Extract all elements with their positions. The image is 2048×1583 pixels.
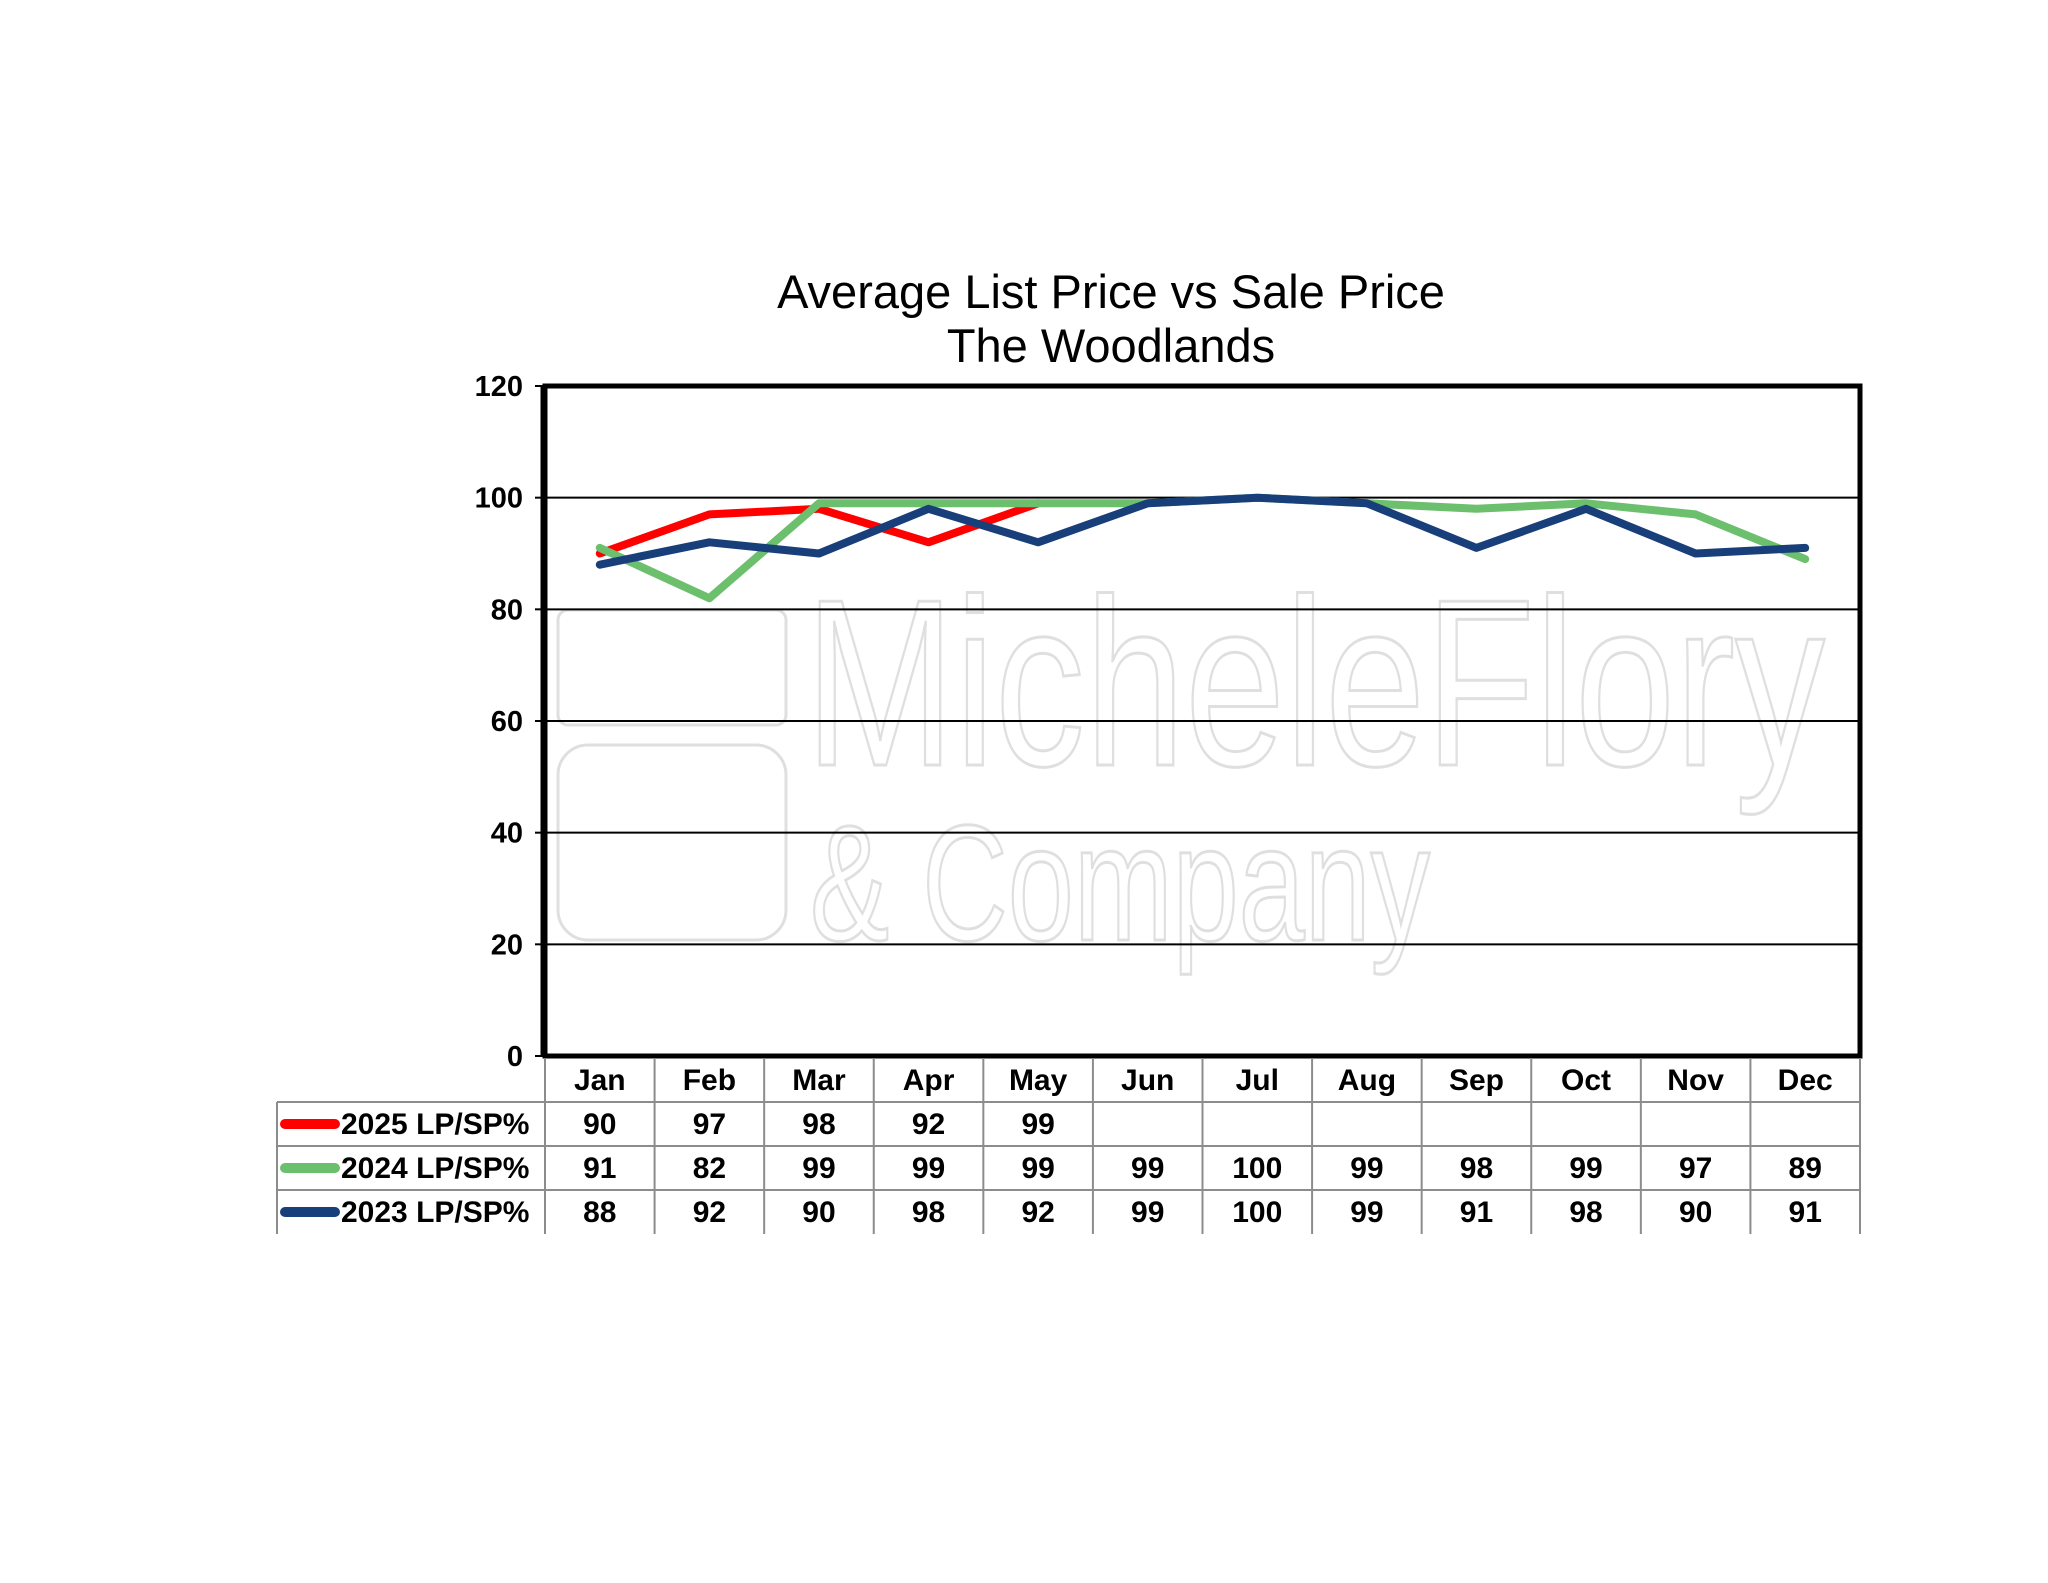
watermark-line1: MicheleFlory <box>805 551 1825 816</box>
watermark-line2: & Company <box>810 791 1430 975</box>
data-label: 99 <box>1021 1152 1054 1185</box>
data-label: 91 <box>583 1152 616 1185</box>
x-tick-label: Apr <box>903 1064 955 1097</box>
legend-label: 2023 LP/SP% <box>341 1196 529 1229</box>
x-tick-label: Aug <box>1338 1064 1396 1097</box>
y-tick-label: 0 <box>507 1041 523 1073</box>
x-tick-label: Feb <box>683 1064 736 1097</box>
series-line-2 <box>595 493 1810 569</box>
data-label: 90 <box>802 1196 835 1229</box>
data-label: 90 <box>583 1108 616 1141</box>
data-label: 89 <box>1789 1152 1822 1185</box>
legend-label: 2025 LP/SP% <box>341 1108 529 1141</box>
data-label: 98 <box>1569 1196 1602 1229</box>
watermark-box-top <box>556 608 788 727</box>
data-label: 100 <box>1232 1196 1282 1229</box>
y-tick-label: 120 <box>475 371 523 403</box>
x-tick-label: May <box>1009 1064 1068 1097</box>
data-label: 98 <box>912 1196 945 1229</box>
data-label: 82 <box>693 1152 726 1185</box>
data-label: 91 <box>1460 1196 1493 1229</box>
series-line-0 <box>595 499 1043 558</box>
data-label: 99 <box>1569 1152 1602 1185</box>
data-label: 97 <box>1679 1152 1712 1185</box>
plot-area-frame <box>542 383 1863 1059</box>
series-lines <box>595 493 1810 603</box>
x-tick-label: Jun <box>1121 1064 1174 1097</box>
x-tick-label: Jan <box>574 1064 626 1097</box>
legend-label: 2024 LP/SP% <box>341 1152 529 1185</box>
data-label: 99 <box>912 1152 945 1185</box>
y-tick-label: 80 <box>491 594 523 626</box>
x-tick-label: Nov <box>1667 1064 1724 1097</box>
data-label: 99 <box>1131 1152 1164 1185</box>
data-label: 99 <box>1350 1196 1383 1229</box>
y-tick-label: 100 <box>475 483 523 515</box>
chart-title: Average List Price vs Sale Price <box>777 265 1445 318</box>
x-tick-label: Mar <box>792 1064 846 1097</box>
data-label: 92 <box>912 1108 945 1141</box>
data-label: 98 <box>802 1108 835 1141</box>
chart-subtitle: The Woodlands <box>947 319 1275 372</box>
y-tick-label: 60 <box>491 706 523 738</box>
watermark-box-bottom <box>556 743 788 942</box>
data-label: 100 <box>1232 1152 1282 1185</box>
data-label: 91 <box>1789 1196 1822 1229</box>
data-label: 90 <box>1679 1196 1712 1229</box>
x-tick-label: Jul <box>1236 1064 1279 1097</box>
y-tick-label: 20 <box>491 929 523 961</box>
data-label: 99 <box>1131 1196 1164 1229</box>
data-label: 88 <box>583 1196 616 1229</box>
y-axis-ticks: 0 20 40 60 80 100 120 <box>475 371 545 1073</box>
data-label: 92 <box>693 1196 726 1229</box>
data-label: 97 <box>693 1108 726 1141</box>
x-tick-label: Oct <box>1561 1064 1611 1097</box>
x-tick-label: Sep <box>1449 1064 1504 1097</box>
data-table: Jan Feb Mar Apr May Jun Jul Aug Sep Oct Nov Dec 2025… <box>276 1058 1861 1234</box>
data-label: 98 <box>1460 1152 1493 1185</box>
watermark-logo: MicheleFlory & Company <box>556 550 1827 977</box>
x-tick-label: Dec <box>1778 1064 1833 1097</box>
y-tick-label: 40 <box>491 818 523 850</box>
data-label: 92 <box>1021 1196 1054 1229</box>
data-label: 99 <box>802 1152 835 1185</box>
data-label: 99 <box>1350 1152 1383 1185</box>
data-label: 99 <box>1021 1108 1054 1141</box>
